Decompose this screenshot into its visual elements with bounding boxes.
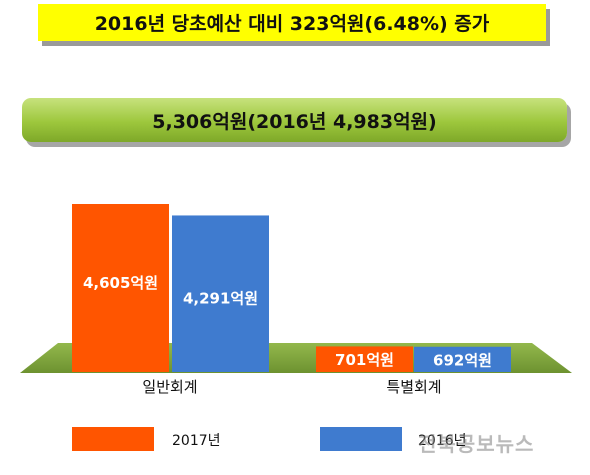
total-budget-banner: 5,306억원(2016년 4,983억원) (22, 98, 567, 142)
bar-2017-general (72, 204, 169, 372)
legend-label-2016: 2016년 (418, 433, 467, 449)
value-label-2016-special: 692억원 (433, 351, 492, 369)
watermark-text: 전북공보뉴스 (418, 432, 535, 456)
value-label-2017-special: 701억원 (335, 351, 394, 369)
value-label-2016-general: 4,291억원 (183, 290, 258, 308)
category-label-special: 특별회계 (386, 378, 441, 396)
category-label-general: 일반회계 (142, 378, 197, 396)
headline-text: 2016년 당초예산 대비 323억원(6.48%) 증가 (94, 13, 490, 35)
value-label-2017-general: 4,605억원 (83, 274, 158, 292)
legend-swatch-2017 (72, 427, 154, 451)
legend-swatch-2016 (320, 427, 402, 451)
bar-2016-general (172, 215, 269, 372)
legend-label-2017: 2017년 (172, 433, 221, 449)
bar-2016-special (414, 346, 511, 372)
headline-banner: 2016년 당초예산 대비 323억원(6.48%) 증가 (38, 4, 546, 41)
total-budget-text: 5,306억원(2016년 4,983억원) (152, 110, 437, 133)
bar-2017-special (316, 346, 413, 372)
